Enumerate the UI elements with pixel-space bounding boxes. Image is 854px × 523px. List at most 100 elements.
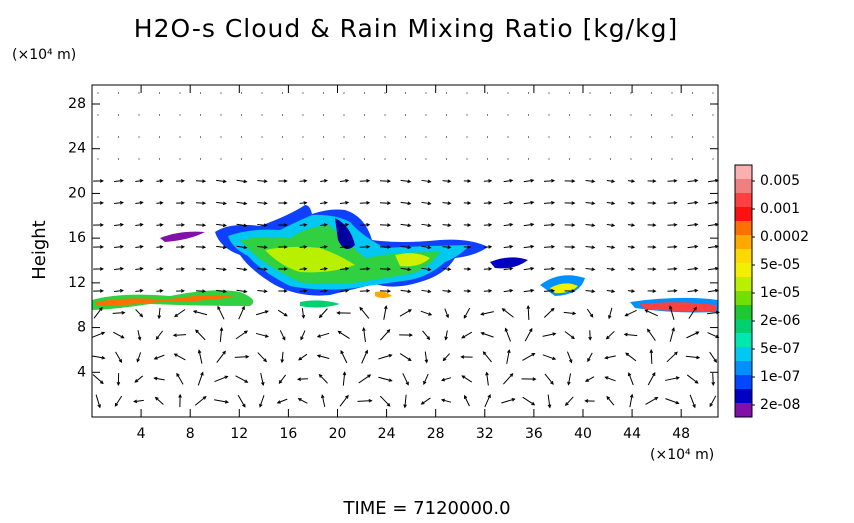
wind-vector xyxy=(278,310,287,316)
colorbar-label: 0.0002 xyxy=(760,229,809,245)
x-tick-label: 24 xyxy=(378,426,396,442)
x-tick-label: 36 xyxy=(525,426,543,442)
colorbar-swatch xyxy=(735,389,752,403)
x-tick-label: 32 xyxy=(476,426,494,442)
colorbar-swatch xyxy=(735,221,752,235)
colorbar-swatch xyxy=(735,361,752,375)
colorbar-swatch xyxy=(735,165,752,179)
wind-vector xyxy=(403,373,408,384)
wind-vector xyxy=(236,331,247,339)
wind-vector xyxy=(380,330,389,340)
wind-vector xyxy=(710,352,717,362)
wind-vector xyxy=(544,308,553,317)
wind-vector xyxy=(156,398,164,405)
wind-vector xyxy=(462,332,472,338)
wind-vector xyxy=(422,398,431,404)
wind-vector xyxy=(116,352,122,362)
colorbar-label: 0.001 xyxy=(760,201,800,217)
wind-vector xyxy=(92,333,104,338)
wind-vector xyxy=(380,396,389,406)
colorbar-label: 2e-06 xyxy=(760,313,800,329)
wind-vector xyxy=(648,329,656,340)
wind-vector xyxy=(607,331,615,338)
chart-title: H2O-s Cloud & Rain Mixing Ratio [kg/kg] xyxy=(134,14,678,43)
wind-vector xyxy=(566,397,574,405)
cloud-field xyxy=(92,205,718,313)
wind-vector xyxy=(136,309,143,316)
wind-vector xyxy=(319,375,327,384)
wind-vector xyxy=(217,351,225,362)
x-tick-label: 12 xyxy=(230,426,248,442)
colorbar-swatch xyxy=(735,375,752,389)
wind-vector xyxy=(177,374,183,385)
wind-vector xyxy=(236,376,248,382)
colorbar-swatch xyxy=(735,347,752,361)
wind-vector xyxy=(113,332,123,338)
wind-vector xyxy=(651,350,652,364)
wind-vector xyxy=(525,329,532,341)
wind-vector xyxy=(175,310,185,317)
wind-vector xyxy=(503,309,514,317)
y-tick-label: 16 xyxy=(68,230,86,246)
wind-vector xyxy=(648,373,655,385)
wind-vector xyxy=(423,331,430,339)
wind-vector xyxy=(320,309,328,318)
wind-vector xyxy=(607,397,614,405)
y-axis-label: Height xyxy=(29,220,50,280)
wind-vector xyxy=(565,332,574,339)
colorbar-swatch xyxy=(735,277,752,291)
wind-vector xyxy=(175,354,186,360)
colorbar-swatch xyxy=(735,179,752,193)
wind-vector xyxy=(218,307,224,320)
wind-vector xyxy=(710,396,716,406)
wind-vector xyxy=(115,396,121,406)
wind-vector xyxy=(503,374,512,384)
wind-vector xyxy=(195,397,206,406)
wind-vector xyxy=(196,330,205,340)
x-tick-label: 40 xyxy=(574,426,592,442)
x-tick-label: 16 xyxy=(279,426,297,442)
colorbar-swatch xyxy=(735,305,752,319)
colorbar-swatch xyxy=(735,193,752,207)
wind-vector xyxy=(687,375,698,383)
wind-vector xyxy=(239,307,244,319)
colorbar-label: 1e-07 xyxy=(760,369,800,385)
wind-vector xyxy=(338,331,349,338)
wind-vector xyxy=(360,308,369,319)
x-unit: (×10⁴ m) xyxy=(650,447,714,463)
x-tick-label: 48 xyxy=(672,426,690,442)
wind-vector xyxy=(464,308,469,318)
wind-vector xyxy=(214,376,227,381)
colorbar-swatch xyxy=(735,333,752,347)
wind-vector xyxy=(665,399,678,404)
wind-vector xyxy=(93,375,103,384)
y-tick-label: 4 xyxy=(77,364,86,380)
wind-vector xyxy=(279,375,285,383)
wind-vector xyxy=(258,353,266,362)
wind-vector xyxy=(362,351,368,364)
wind-vector xyxy=(646,398,658,405)
wind-vector xyxy=(625,310,636,315)
colorbar-swatch xyxy=(735,291,752,305)
wind-vector xyxy=(340,396,348,407)
colorbar-label: 0.005 xyxy=(760,173,800,189)
x-tick-label: 28 xyxy=(427,426,445,442)
x-tick-label: 8 xyxy=(186,426,195,442)
wind-vector xyxy=(483,352,491,362)
colorbar-label: 5e-07 xyxy=(760,341,800,357)
wind-vector xyxy=(506,329,511,342)
colorbar-swatch xyxy=(735,263,752,277)
wind-vector xyxy=(667,352,677,362)
y-tick-label: 20 xyxy=(68,185,86,201)
wind-vector xyxy=(645,310,657,316)
y-tick-label: 8 xyxy=(77,320,86,336)
colorbar-swatch xyxy=(735,249,752,263)
wind-vector xyxy=(156,331,162,339)
colorbar-swatch xyxy=(735,207,752,221)
colorbar-swatch xyxy=(735,319,752,333)
y-unit: (×10⁴ m) xyxy=(12,47,76,63)
wind-vector xyxy=(626,353,636,361)
x-tick-label: 4 xyxy=(137,426,146,442)
wind-vector xyxy=(528,306,529,320)
